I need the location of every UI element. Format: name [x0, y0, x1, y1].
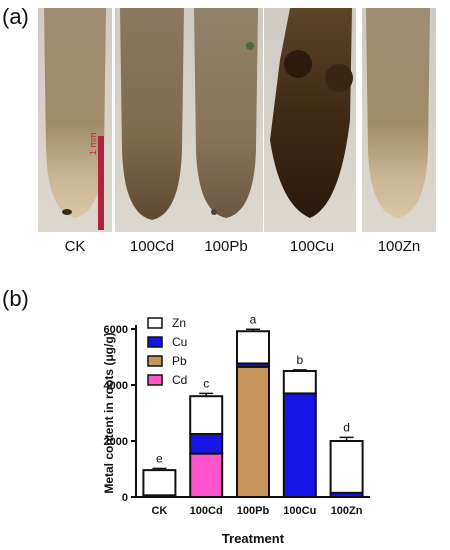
x-tick-label: CK: [151, 505, 167, 517]
root-photo-ck: 1 mm: [38, 8, 112, 232]
legend-label-cu: Cu: [172, 335, 187, 349]
legend-swatch-zn: [147, 317, 163, 329]
y-tick-label: 6000: [104, 324, 128, 336]
chart-bars: e c a b d: [142, 312, 364, 499]
root-photo-100zn: [362, 8, 436, 232]
panel-b-label: (b): [2, 286, 29, 311]
bar-segment-zn: [189, 395, 224, 436]
scale-bar: [98, 136, 104, 230]
panel-a-label: (a): [2, 4, 29, 29]
root-photo-100cd: [115, 8, 189, 232]
legend-swatch-cu: [147, 336, 163, 348]
x-tick-label: 100Cu: [283, 505, 316, 517]
significance-letter: a: [250, 312, 257, 326]
bar-segment-zn: [236, 330, 270, 365]
legend-swatch-cd: [147, 374, 163, 386]
root-photos: 1 mm: [38, 8, 436, 232]
x-axis-label: Treatment: [222, 531, 285, 546]
x-tick-label: 100Cd: [190, 505, 223, 517]
scale-bar-label: 1 mm: [88, 133, 98, 156]
legend-label-cd: Cd: [172, 373, 187, 387]
significance-letter: e: [156, 451, 163, 465]
bar-segment-cu: [282, 392, 317, 498]
root-label-100pb: 100Pb: [204, 238, 248, 255]
chart-legend: Zn Cu Pb Cd: [147, 316, 187, 387]
root-label-ck: CK: [64, 238, 86, 255]
x-tick-label: 100Pb: [237, 505, 270, 517]
y-axis-label: Metal content in roots (μg/g): [102, 332, 116, 493]
significance-letter: d: [343, 420, 350, 434]
root-label-100cu: 100Cu: [289, 238, 335, 255]
root-photo-100cu: [264, 8, 356, 232]
bar-segment-zn: [329, 440, 364, 494]
bar-segment-zn: [282, 370, 317, 395]
y-tick-label: 0: [122, 492, 128, 504]
root-label-100zn: 100Zn: [377, 238, 421, 255]
y-tick-label: 2000: [104, 436, 128, 448]
root-label-100cd: 100Cd: [129, 238, 175, 255]
legend-label-zn: Zn: [172, 316, 186, 330]
legend-label-pb: Pb: [172, 354, 187, 368]
legend-swatch-pb: [147, 355, 163, 367]
bar-segment-cu: [189, 433, 224, 455]
y-tick-label: 4000: [104, 380, 128, 392]
significance-letter: b: [296, 353, 303, 367]
root-photo-100pb: [189, 8, 263, 232]
bar-segment-zn: [142, 469, 177, 497]
significance-letter: c: [203, 376, 209, 390]
bar-segment-cd: [189, 452, 224, 499]
bar-segment-pb: [236, 365, 270, 498]
x-tick-label: 100Zn: [331, 505, 363, 517]
